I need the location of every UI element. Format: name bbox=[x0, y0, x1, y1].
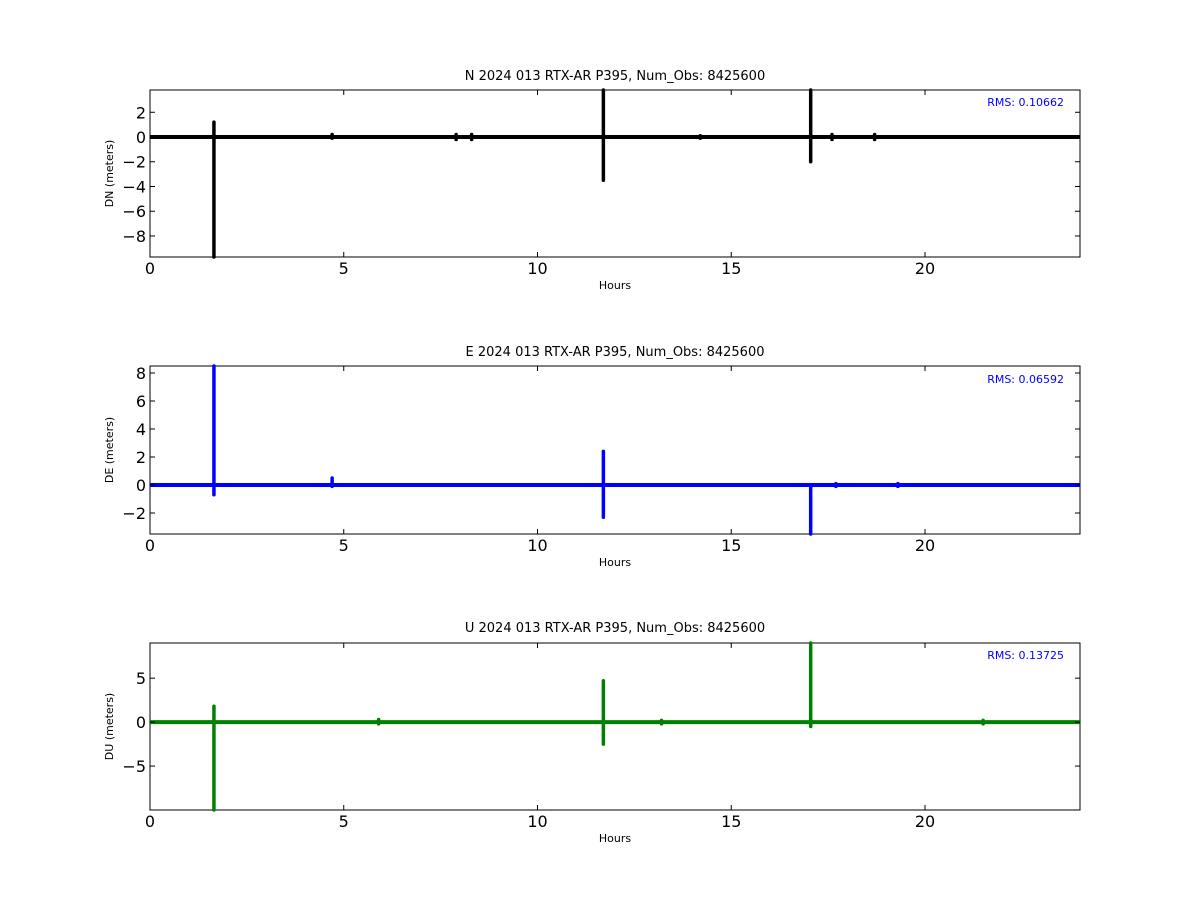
rms-label: RMS: 0.06592 bbox=[987, 373, 1064, 386]
data-marks bbox=[150, 364, 1080, 536]
chart-title: E 2024 013 RTX-AR P395, Num_Obs: 8425600 bbox=[466, 345, 765, 360]
rms-label: RMS: 0.13725 bbox=[987, 649, 1064, 662]
y-axis-label: DE (meters) bbox=[103, 417, 116, 483]
x-tick-label: 0 bbox=[145, 259, 155, 278]
y-tick-label: 4 bbox=[136, 420, 146, 439]
panel-de: E 2024 013 RTX-AR P395, Num_Obs: 8425600… bbox=[103, 345, 1081, 569]
y-tick-label: 8 bbox=[136, 364, 146, 383]
y-tick-label: −4 bbox=[122, 177, 146, 196]
y-tick-label: 0 bbox=[136, 128, 146, 147]
x-tick-label: 15 bbox=[721, 812, 741, 831]
data-marks bbox=[150, 641, 1080, 812]
y-tick-label: −6 bbox=[122, 202, 146, 221]
data-marks bbox=[150, 88, 1080, 259]
rms-label: RMS: 0.10662 bbox=[987, 96, 1064, 109]
y-axis-label: DU (meters) bbox=[103, 693, 116, 760]
x-tick-label: 20 bbox=[915, 812, 935, 831]
y-tick-label: −2 bbox=[122, 153, 146, 172]
x-tick-label: 0 bbox=[145, 536, 155, 555]
panel-du: U 2024 013 RTX-AR P395, Num_Obs: 8425600… bbox=[103, 621, 1081, 845]
y-tick-label: 2 bbox=[136, 103, 146, 122]
x-tick-label: 20 bbox=[915, 536, 935, 555]
x-tick-label: 5 bbox=[339, 536, 349, 555]
panel-dn: N 2024 013 RTX-AR P395, Num_Obs: 8425600… bbox=[103, 69, 1081, 292]
y-tick-label: 0 bbox=[136, 476, 146, 495]
plot-frame bbox=[149, 365, 1081, 535]
x-tick-label: 5 bbox=[339, 812, 349, 831]
x-axis-label: Hours bbox=[599, 556, 631, 569]
plot-frame bbox=[149, 89, 1081, 258]
chart-title: N 2024 013 RTX-AR P395, Num_Obs: 8425600 bbox=[465, 69, 765, 84]
x-tick-label: 5 bbox=[339, 259, 349, 278]
x-tick-label: 15 bbox=[721, 536, 741, 555]
x-tick-label: 10 bbox=[527, 812, 547, 831]
x-tick-label: 15 bbox=[721, 259, 741, 278]
y-tick-label: −2 bbox=[122, 504, 146, 523]
chart-title: U 2024 013 RTX-AR P395, Num_Obs: 8425600 bbox=[465, 621, 765, 636]
x-axis-label: Hours bbox=[599, 279, 631, 292]
x-tick-label: 10 bbox=[527, 259, 547, 278]
y-tick-label: 0 bbox=[136, 713, 146, 732]
y-tick-label: −5 bbox=[122, 757, 146, 776]
x-axis-label: Hours bbox=[599, 832, 631, 845]
y-tick-label: 6 bbox=[136, 392, 146, 411]
y-tick-label: 2 bbox=[136, 448, 146, 467]
axis-ticks: 0 5 10 15 20 5 0 −5 bbox=[122, 643, 1080, 831]
plot-frame bbox=[149, 642, 1081, 811]
y-tick-label: 5 bbox=[136, 669, 146, 688]
y-axis-label: DN (meters) bbox=[103, 140, 116, 208]
x-tick-label: 0 bbox=[145, 812, 155, 831]
y-tick-label: −8 bbox=[122, 227, 146, 246]
x-tick-label: 10 bbox=[527, 536, 547, 555]
x-tick-label: 20 bbox=[915, 259, 935, 278]
